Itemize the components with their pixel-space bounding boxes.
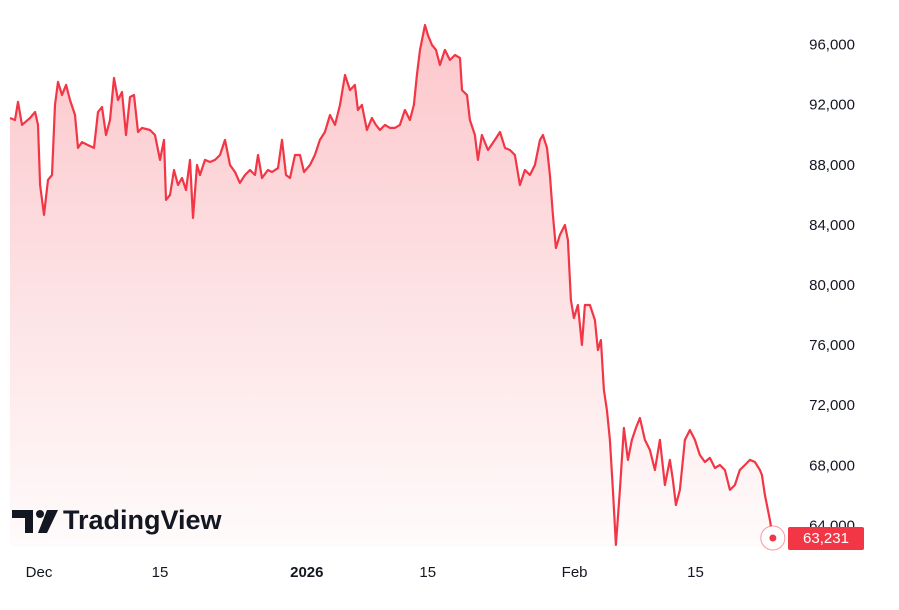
area-fill: [10, 25, 773, 546]
y-tick-label: 92,000: [809, 97, 855, 114]
x-tick-label: Dec: [26, 564, 53, 581]
y-tick-label: 80,000: [809, 277, 855, 294]
x-tick-label: 15: [687, 564, 704, 581]
y-tick-label: 84,000: [809, 217, 855, 234]
last-point: [769, 534, 777, 542]
watermark-logo: [12, 510, 58, 533]
y-tick-label: 76,000: [809, 337, 855, 354]
x-tick-label: 15: [419, 564, 436, 581]
last-value-badge: [788, 527, 864, 551]
watermark: TradingView: [63, 505, 223, 535]
y-tick-label: 68,000: [809, 457, 855, 474]
y-tick-label: 88,000: [809, 157, 855, 174]
last-value-label: 63,231: [803, 530, 849, 547]
x-tick-label: Feb: [562, 564, 588, 581]
price-line: [9, 23, 774, 546]
x-tick-label: 2026: [290, 564, 323, 581]
y-tick-label: 72,000: [809, 397, 855, 414]
x-tick-label: 15: [152, 564, 169, 581]
y-tick-label: 96,000: [809, 37, 855, 54]
